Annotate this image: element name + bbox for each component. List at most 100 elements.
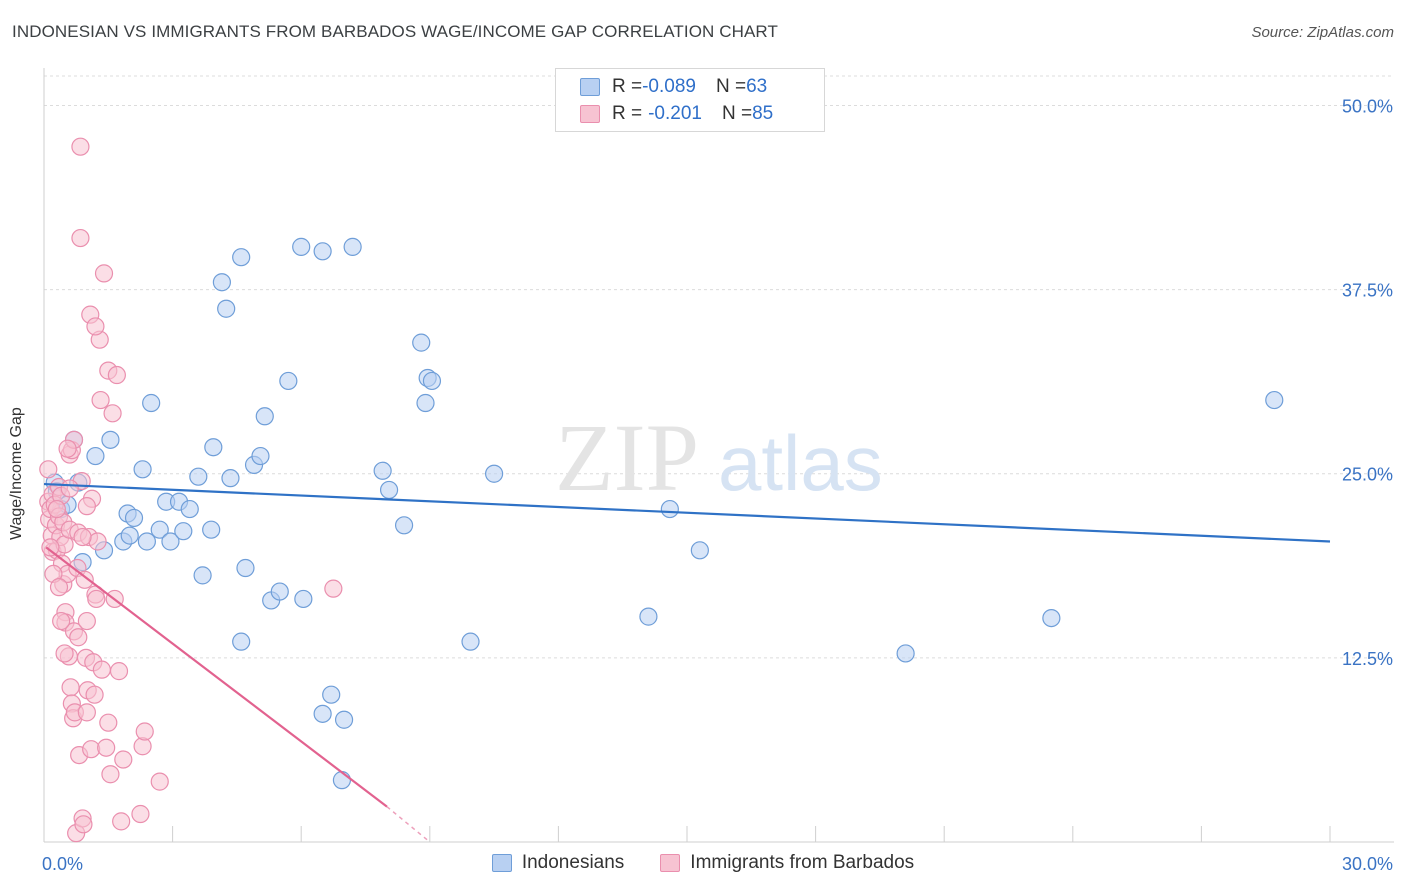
indonesians-point: [334, 710, 354, 729]
stats-legend: R = -0.089 N = 63 R = -0.201 N = 85: [555, 68, 825, 132]
indonesians-point: [412, 333, 431, 352]
y-tick-label: 25.0%: [1342, 465, 1393, 485]
barbados-point: [73, 527, 92, 547]
series-swatch-blue: [491, 854, 512, 872]
barbados-point: [55, 644, 74, 663]
barbados-point: [61, 678, 80, 697]
barbados-point: [71, 228, 90, 248]
barbados-point: [324, 579, 343, 598]
barbados-point: [60, 479, 79, 498]
barbados-point: [114, 750, 133, 769]
indonesians-point: [343, 237, 362, 256]
series-legend-label: Indonesians: [521, 852, 625, 873]
barbados-point: [74, 815, 93, 834]
barbados-point: [103, 404, 122, 423]
legend-r-value: -0.201: [648, 103, 702, 124]
indonesians-point: [292, 237, 311, 256]
indonesians-point: [232, 632, 251, 651]
indonesians-point: [212, 273, 231, 292]
watermark-zip: ZIP: [555, 404, 699, 511]
indonesians-point: [639, 607, 658, 626]
barbados-point: [92, 660, 111, 679]
series-swatch-pink: [660, 854, 681, 872]
indonesians-point: [294, 589, 313, 609]
indonesians-point: [202, 520, 221, 539]
points-layer: [39, 137, 1284, 843]
legend-r-label: R =: [612, 103, 643, 124]
legend-swatch-blue: [580, 78, 600, 96]
chart-title: INDONESIAN VS IMMIGRANTS FROM BARBADOS W…: [12, 22, 778, 41]
indonesians-point: [150, 520, 169, 539]
y-tick-label: 37.5%: [1342, 281, 1393, 301]
legend-swatch-pink: [580, 105, 600, 123]
barbados-trendline-extension: [386, 806, 431, 843]
barbados-point: [150, 772, 169, 791]
indonesians-point: [101, 430, 120, 449]
indonesians-point: [180, 499, 199, 519]
indonesians-point: [322, 685, 341, 704]
trend-layer: [43, 482, 1331, 843]
legend-r-label: R =: [612, 76, 643, 97]
barbados-point: [109, 662, 129, 681]
tick-label-layer: 12.5% 25.0% 37.5% 50.0% 0.0% 30.0%: [42, 96, 1393, 874]
barbados-point: [47, 499, 66, 519]
barbados-point: [87, 589, 106, 609]
barbados-point: [41, 538, 60, 557]
indonesians-point: [236, 558, 255, 578]
barbados-point: [71, 137, 90, 156]
barbados-point: [88, 532, 107, 551]
indonesians-point: [373, 461, 392, 480]
indonesians-point: [379, 480, 399, 500]
x-tick-label-max: 30.0%: [1342, 854, 1393, 874]
indonesians-point: [896, 644, 915, 663]
barbados-point: [49, 578, 69, 597]
watermark: ZIP atlas: [555, 404, 883, 511]
indonesians-point: [332, 771, 352, 790]
barbados-trendline: [45, 546, 388, 808]
barbados-point: [77, 703, 96, 722]
indonesians-point: [279, 371, 298, 391]
series-legend-barbados[interactable]: Immigrants from Barbados: [660, 852, 914, 874]
indonesians-point: [485, 464, 504, 483]
indonesians-point: [660, 499, 679, 519]
indonesians-point: [217, 299, 236, 318]
x-tick-label-min: 0.0%: [42, 854, 83, 874]
barbados-point: [107, 365, 126, 385]
indonesians-point: [86, 446, 105, 466]
indonesians-point: [232, 248, 251, 267]
legend-n-value: 85: [752, 103, 774, 124]
barbados-point: [131, 804, 150, 824]
barbados-point: [86, 317, 105, 336]
chart-source: Source: ZipAtlas.com: [1251, 24, 1394, 41]
legend-row-indonesians: R = -0.089 N = 63: [580, 75, 767, 99]
legend-n-value: 63: [746, 76, 768, 97]
barbados-point: [77, 611, 96, 631]
series-legend: Indonesians Immigrants from Barbados: [0, 852, 1406, 874]
indonesians-point: [189, 467, 208, 486]
barbados-point: [75, 570, 94, 589]
barbados-point: [135, 722, 154, 741]
barbados-point: [101, 765, 120, 784]
y-tick-label: 50.0%: [1342, 96, 1393, 116]
indonesians-point: [221, 469, 240, 488]
barbados-point: [82, 740, 101, 759]
barbados-point: [58, 439, 77, 458]
indonesians-point: [161, 532, 180, 551]
indonesians-point: [255, 407, 274, 426]
legend-row-barbados: R = -0.201 N = 85: [580, 102, 773, 126]
legend-n-label: N =: [715, 76, 747, 97]
barbados-point: [77, 497, 96, 516]
indonesians-point: [137, 532, 156, 551]
indonesians-point: [120, 526, 139, 545]
barbados-point: [85, 685, 104, 704]
barbados-point: [112, 812, 131, 831]
barbados-point: [39, 460, 58, 479]
series-legend-label: Immigrants from Barbados: [690, 852, 915, 873]
series-legend-indonesians[interactable]: Indonesians: [491, 852, 625, 874]
legend-r-value: -0.089: [642, 76, 696, 97]
indonesians-point: [193, 566, 212, 585]
indonesians-point: [313, 242, 332, 261]
indonesians-point: [394, 516, 414, 535]
indonesians-point: [124, 508, 144, 528]
barbados-point: [52, 611, 71, 631]
